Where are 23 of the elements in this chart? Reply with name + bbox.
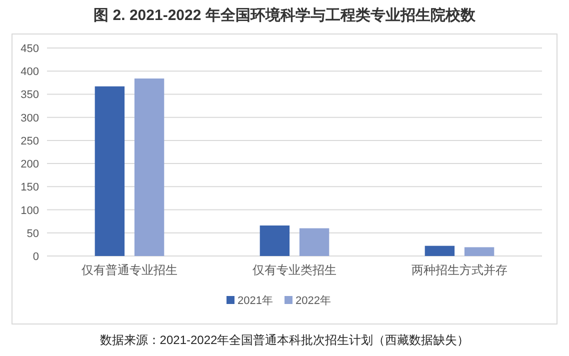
chart-title: 图 2. 2021-2022 年全国环境科学与工程类专业招生院校数 xyxy=(94,6,476,24)
x-tick-label: 仅有普通专业招生 xyxy=(82,263,178,277)
y-tick-label: 50 xyxy=(26,228,39,240)
source-note: 数据来源：2021-2022年全国普通本科批次招生计划（西藏数据缺失） xyxy=(100,333,470,347)
y-tick-label: 100 xyxy=(20,204,39,217)
legend-label: 2021年 xyxy=(238,295,273,307)
bar xyxy=(134,78,164,256)
legend-label: 2022年 xyxy=(296,295,331,307)
x-tick-label: 仅有专业类招生 xyxy=(252,263,336,277)
bar xyxy=(260,225,290,256)
y-tick-label: 400 xyxy=(20,66,39,78)
bar xyxy=(299,228,330,256)
y-tick-label: 450 xyxy=(20,43,39,55)
bar xyxy=(94,86,125,256)
y-tick-label: 200 xyxy=(20,158,39,171)
x-tick-label: 两种招生方式并存 xyxy=(412,263,508,277)
bar xyxy=(424,246,455,256)
y-tick-label: 300 xyxy=(20,112,39,124)
y-tick-label: 0 xyxy=(32,251,39,263)
bar xyxy=(464,247,494,256)
y-tick-label: 150 xyxy=(20,182,39,194)
y-tick-label: 250 xyxy=(20,135,39,148)
y-tick-label: 350 xyxy=(20,89,39,102)
